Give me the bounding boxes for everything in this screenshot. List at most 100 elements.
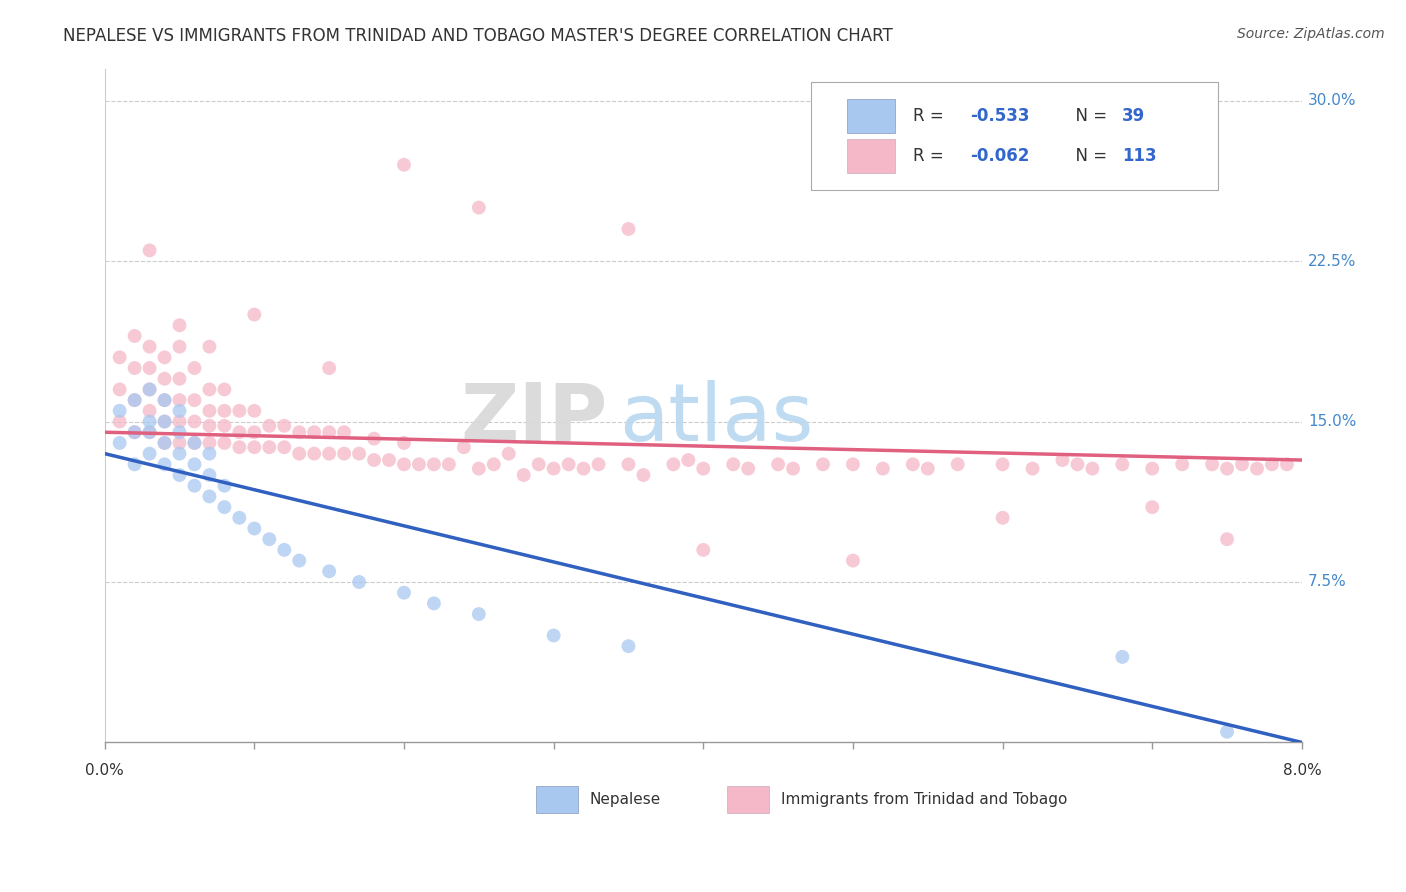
FancyBboxPatch shape — [811, 82, 1218, 190]
Text: -0.533: -0.533 — [970, 107, 1029, 125]
Point — [273, 440, 295, 454]
Point — [557, 458, 579, 472]
Point — [153, 415, 176, 429]
Point — [1142, 500, 1164, 515]
Point — [108, 415, 131, 429]
Point — [198, 468, 221, 483]
Point — [273, 542, 295, 557]
Point — [243, 308, 266, 322]
Point — [228, 510, 250, 524]
Point — [333, 425, 356, 440]
Point — [243, 425, 266, 440]
Point — [318, 447, 340, 461]
Point — [214, 479, 236, 493]
Point — [198, 490, 221, 504]
Point — [318, 564, 340, 578]
Point — [347, 447, 370, 461]
Text: 22.5%: 22.5% — [1308, 253, 1357, 268]
Point — [288, 447, 311, 461]
Point — [1230, 458, 1253, 472]
Point — [124, 329, 146, 343]
Text: 7.5%: 7.5% — [1308, 574, 1347, 590]
Point — [1111, 649, 1133, 664]
Point — [378, 453, 401, 467]
Text: R =: R = — [912, 107, 949, 125]
Point — [468, 201, 491, 215]
Point — [811, 458, 834, 472]
Point — [124, 393, 146, 408]
Point — [124, 361, 146, 376]
Point — [169, 415, 191, 429]
Point — [169, 447, 191, 461]
Point — [512, 468, 534, 483]
Text: 8.0%: 8.0% — [1282, 763, 1322, 778]
Point — [138, 425, 160, 440]
Point — [1246, 461, 1268, 475]
Point — [153, 372, 176, 386]
Point — [138, 404, 160, 418]
FancyBboxPatch shape — [846, 99, 894, 133]
Point — [662, 458, 685, 472]
Point — [901, 458, 924, 472]
Point — [169, 372, 191, 386]
Point — [124, 458, 146, 472]
Point — [842, 553, 865, 567]
Text: 113: 113 — [1122, 147, 1157, 165]
Point — [198, 383, 221, 397]
Point — [288, 425, 311, 440]
Point — [108, 436, 131, 450]
Point — [183, 479, 205, 493]
Point — [214, 383, 236, 397]
Point — [1066, 458, 1088, 472]
Point — [1216, 532, 1239, 546]
Point — [692, 542, 714, 557]
Point — [243, 404, 266, 418]
Point — [183, 436, 205, 450]
Point — [333, 447, 356, 461]
Point — [169, 436, 191, 450]
Point — [1052, 453, 1074, 467]
FancyBboxPatch shape — [846, 139, 894, 173]
Point — [482, 458, 505, 472]
Point — [214, 418, 236, 433]
Point — [423, 596, 446, 610]
Point — [198, 447, 221, 461]
Point — [138, 383, 160, 397]
Point — [153, 393, 176, 408]
Point — [302, 425, 325, 440]
Point — [468, 461, 491, 475]
Point — [617, 458, 640, 472]
Point — [1216, 461, 1239, 475]
Point — [228, 440, 250, 454]
Point — [392, 436, 415, 450]
Point — [124, 425, 146, 440]
Point — [198, 340, 221, 354]
Point — [153, 415, 176, 429]
Text: 39: 39 — [1122, 107, 1146, 125]
Point — [1081, 461, 1104, 475]
Point — [183, 361, 205, 376]
Point — [318, 361, 340, 376]
Point — [124, 393, 146, 408]
Point — [842, 458, 865, 472]
Point — [288, 553, 311, 567]
Point — [138, 383, 160, 397]
Point — [108, 383, 131, 397]
Text: Source: ZipAtlas.com: Source: ZipAtlas.com — [1237, 27, 1385, 41]
Point — [214, 436, 236, 450]
Point — [169, 340, 191, 354]
Point — [153, 436, 176, 450]
Text: N =: N = — [1064, 107, 1112, 125]
Point — [198, 418, 221, 433]
Point — [991, 458, 1014, 472]
Point — [183, 415, 205, 429]
Point — [437, 458, 460, 472]
Point — [991, 510, 1014, 524]
Point — [259, 440, 281, 454]
Point — [138, 340, 160, 354]
Point — [153, 351, 176, 365]
Point — [527, 458, 550, 472]
Point — [423, 458, 446, 472]
Point — [408, 458, 430, 472]
Point — [169, 393, 191, 408]
